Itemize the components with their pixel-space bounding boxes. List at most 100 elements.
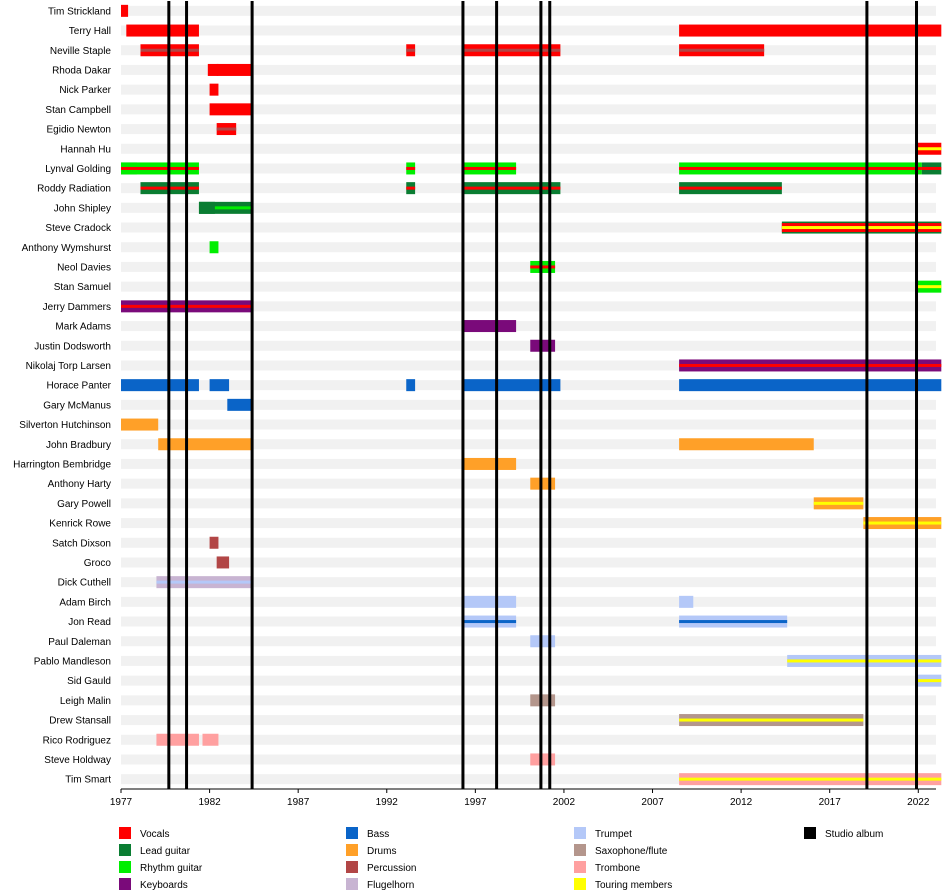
bar-sid-gauld-0 [916, 674, 942, 687]
bar-stan-samuel-0 [916, 280, 942, 293]
member-name-egidio-newton: Egidio Newton [47, 125, 111, 136]
legend-item-lead-guitar: Lead guitar [119, 844, 191, 857]
bar-lynval-golding-2 [406, 162, 416, 175]
bar-nikolaj-torp-larsen-0 [679, 359, 942, 372]
bar-harrington-bembridge-0 [462, 457, 517, 470]
bar-lynval-golding-1 [121, 162, 199, 175]
bar-adam-birch-0 [462, 595, 517, 608]
row-stripe-mark-adams [121, 321, 936, 332]
studio-album-lines [167, 1, 919, 789]
x-tick-label-2022: 2022 [907, 797, 930, 808]
legend-label-trumpet: Trumpet [595, 829, 632, 840]
bar-satch-dixson-0 [209, 536, 219, 549]
member-name-neville-staple: Neville Staple [50, 46, 112, 57]
legend-swatch-drums [346, 844, 358, 856]
member-name-drew-stansall: Drew Stansall [49, 716, 111, 727]
bar-roddy-radiation-3 [679, 182, 782, 195]
bar-gary-mcmanus-0 [227, 398, 253, 411]
row-stripe-tim-strickland [121, 5, 936, 16]
row-stripe-rhoda-dakar [121, 64, 936, 75]
x-tick-label-1987: 1987 [287, 797, 310, 808]
bar-groco-0 [216, 556, 230, 569]
member-name-anthony-wymshurst: Anthony Wymshurst [22, 243, 112, 254]
x-tick-label-2012: 2012 [730, 797, 753, 808]
legend-label-percussion: Percussion [367, 863, 416, 874]
bar-horace-panter-1 [209, 379, 230, 392]
x-axis: 1977 1982 1987 1992 1997 2002 2007 2012 2017 2022 [110, 788, 936, 808]
bar-tim-smart-0 [679, 773, 942, 786]
legend-label-keyboards: Keyboards [140, 880, 188, 891]
member-name-rico-rodriguez: Rico Rodriguez [43, 735, 111, 746]
x-tick-label-1992: 1992 [376, 797, 399, 808]
row-stripe-groco [121, 557, 936, 568]
legend-swatch-lead-guitar [119, 844, 131, 856]
member-name-dick-cuthell: Dick Cuthell [58, 578, 111, 589]
row-stripe-jerry-dammers [121, 301, 936, 312]
member-name-kenrick-rowe: Kenrick Rowe [49, 519, 111, 530]
member-name-rhoda-dakar: Rhoda Dakar [52, 65, 112, 76]
bar-egidio-newton-0 [216, 123, 237, 136]
row-stripe-terry-hall [121, 25, 936, 36]
member-name-john-bradbury: John Bradbury [46, 440, 111, 451]
row-stripe-gary-mcmanus [121, 399, 936, 410]
bar-horace-panter-3 [462, 379, 561, 392]
bar-neville-staple-2 [462, 44, 561, 57]
x-tick-label-2002: 2002 [553, 797, 576, 808]
member-name-nikolaj-torp-larsen: Nikolaj Torp Larsen [26, 361, 111, 372]
bar-gary-powell-0 [813, 497, 864, 510]
member-name-gary-powell: Gary Powell [57, 499, 111, 510]
legend-swatch-touring-members [574, 878, 586, 890]
x-tick-label-1977: 1977 [110, 797, 133, 808]
member-name-hannah-hu: Hannah Hu [60, 144, 111, 155]
legend-item-saxophone-flute: Saxophone/flute [574, 844, 668, 857]
row-stripe-satch-dixson [121, 537, 936, 548]
legend-item-trombone: Trombone [574, 861, 641, 874]
member-name-harrington-bembridge: Harrington Bembridge [13, 459, 111, 470]
legend-swatch-keyboards [119, 878, 131, 890]
legend-item-trumpet: Trumpet [574, 827, 632, 840]
member-name-justin-dodsworth: Justin Dodsworth [34, 341, 111, 352]
legend-item-flugelhorn: Flugelhorn [346, 878, 414, 891]
legend-item-vocals: Vocals [119, 827, 169, 840]
legend-swatch-trumpet [574, 827, 586, 839]
row-stripe-anthony-wymshurst [121, 242, 936, 253]
x-tick-label-2007: 2007 [641, 797, 664, 808]
member-name-roddy-radiation: Roddy Radiation [37, 184, 111, 195]
bar-jon-read-1 [679, 615, 788, 628]
member-name-neol-davies: Neol Davies [57, 262, 111, 273]
member-name-silverton-hutchinson: Silverton Hutchinson [19, 420, 111, 431]
legend-item-drums: Drums [346, 844, 396, 857]
bar-leigh-malin-0 [530, 694, 556, 707]
row-stripe-stan-campbell [121, 104, 936, 115]
row-stripe-harrington-bembridge [121, 458, 936, 469]
member-name-satch-dixson: Satch Dixson [52, 538, 111, 549]
legend-swatch-rhythm-guitar [119, 861, 131, 873]
legend-swatch-percussion [346, 861, 358, 873]
legend-label-studio-album: Studio album [825, 829, 883, 840]
x-tick-label-1982: 1982 [198, 797, 221, 808]
row-stripe-pablo-mandleson [121, 655, 936, 666]
member-name-terry-hall: Terry Hall [69, 26, 111, 37]
legend-label-trombone: Trombone [595, 863, 641, 874]
row-stripe-anthony-harty [121, 478, 936, 489]
member-name-gary-mcmanus: Gary McManus [43, 400, 111, 411]
bar-anthony-wymshurst-0 [209, 241, 219, 254]
member-name-pablo-mandleson: Pablo Mandleson [34, 656, 111, 667]
bar-steve-holdway-0 [530, 753, 556, 766]
bar-silverton-hutchinson-0 [121, 418, 159, 431]
bar-terry-hall-1 [679, 24, 942, 37]
row-stripe-steve-holdway [121, 754, 936, 765]
bar-rico-rodriguez-1 [202, 733, 219, 746]
member-name-jerry-dammers: Jerry Dammers [43, 302, 111, 313]
bar-lynval-golding-3 [462, 162, 517, 175]
bar-kenrick-rowe-0 [863, 517, 942, 530]
bar-jon-read-0 [462, 615, 517, 628]
bar-stan-campbell-0 [209, 103, 253, 116]
member-name-horace-panter: Horace Panter [47, 381, 112, 392]
row-stripe-paul-daleman [121, 636, 936, 647]
member-name-leigh-malin: Leigh Malin [60, 696, 111, 707]
bar-drew-stansall-0 [679, 714, 864, 727]
member-name-john-shipley: John Shipley [54, 203, 111, 214]
member-name-jon-read: Jon Read [68, 617, 111, 628]
